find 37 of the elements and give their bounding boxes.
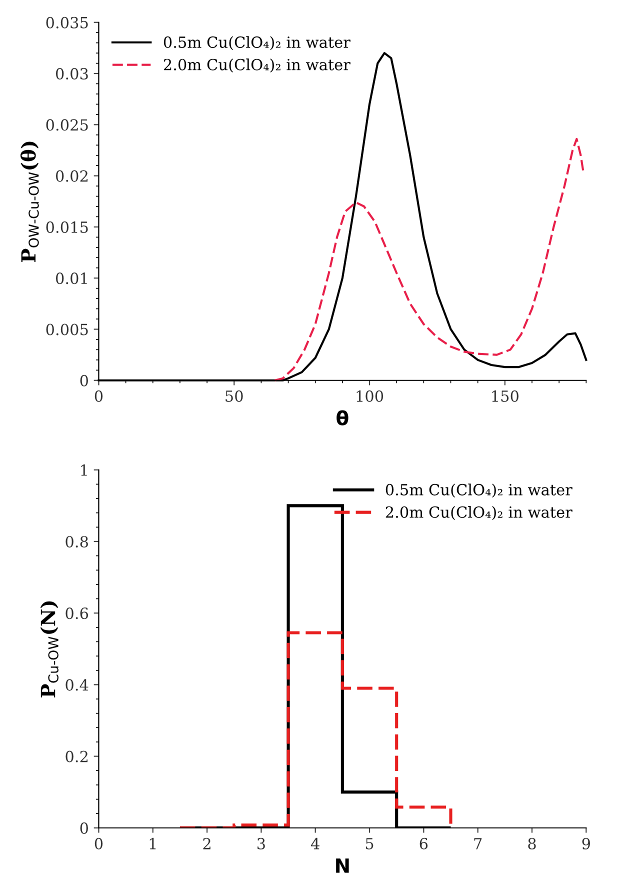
legend-label: 2.0m Cu(ClO₄)₂ in water	[164, 58, 350, 73]
y-tick-label: 0	[80, 822, 88, 834]
x-axis-title: N	[336, 858, 349, 873]
y-tick-label: 0.025	[46, 119, 88, 131]
legend-label: 2.0m Cu(ClO₄)₂ in water	[386, 506, 572, 520]
y-tick-label: 0	[80, 374, 88, 386]
y-tick-label: 1	[81, 464, 87, 476]
x-tick-label: 5	[366, 838, 374, 850]
x-tick-label: 100	[356, 390, 384, 402]
y-tick-label: 0.01	[56, 272, 87, 284]
y-tick-label: 0.015	[46, 221, 88, 233]
y-tick-label: 0.6	[66, 608, 88, 620]
line-series	[274, 138, 584, 382]
y-axis-title: P$_{Cu-OW}$(N)	[40, 601, 58, 698]
y-tick-label: 0.02	[56, 170, 88, 182]
y-axis-title: P$_{OW-Cu-OW}$(θ)	[20, 142, 39, 262]
x-tick-label: 0	[94, 390, 103, 402]
legend-label: 0.5m Cu(ClO₄)₂ in water	[386, 484, 572, 498]
y-tick-label: 0.03	[56, 68, 88, 80]
x-tick-label: 1	[150, 838, 156, 850]
y-tick-label: 0.2	[66, 750, 88, 762]
y-tick-label: 0.035	[46, 16, 88, 28]
y-tick-label: 0.4	[66, 679, 88, 691]
y-tick-label: 0.8	[66, 536, 88, 548]
x-tick-label: 2	[203, 838, 210, 850]
legend-label: 0.5m Cu(ClO₄)₂ in water	[164, 36, 350, 50]
x-tick-label: 8	[528, 838, 536, 850]
x-tick-label: 9	[582, 838, 590, 850]
x-tick-label: 3	[258, 838, 265, 850]
x-tick-label: 150	[492, 390, 518, 402]
y-tick-label: 0.005	[46, 324, 88, 336]
x-axis-title: θ	[336, 410, 348, 426]
x-tick-label: 6	[420, 838, 428, 850]
x-tick-label: 0	[94, 838, 103, 850]
x-tick-label: 50	[226, 390, 243, 402]
x-tick-label: 4	[310, 838, 320, 850]
x-tick-label: 7	[474, 838, 482, 850]
